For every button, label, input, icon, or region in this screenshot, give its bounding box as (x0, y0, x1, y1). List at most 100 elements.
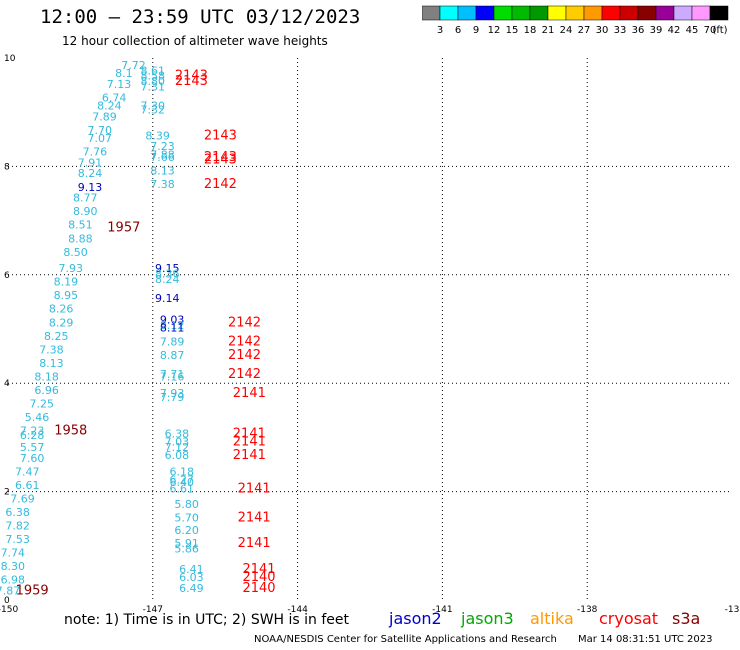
swh-label: 6.38 (165, 427, 190, 440)
swh-label: 5.86 (174, 542, 199, 555)
swh-label: 7.69 (10, 492, 35, 505)
swh-label: 7.82 (5, 520, 30, 533)
swh-label: 8.13 (39, 357, 64, 370)
pass-time-label: 1958 (54, 424, 87, 439)
x-tick-label: -147 (143, 605, 163, 615)
swh-label: 5.80 (174, 498, 199, 511)
swh-label: 7.71 (160, 368, 185, 381)
pass-time-label: 2142 (228, 334, 261, 349)
pass-time-label: 2141 (238, 510, 271, 525)
swh-label: 7.79 (160, 391, 185, 404)
pass-time-label: 2140 (242, 570, 275, 585)
pass-time-label: 2141 (233, 435, 266, 450)
swh-label: 8.50 (63, 246, 88, 259)
swh-label: 7.89 (160, 335, 185, 348)
swh-label: 7.16 (160, 370, 185, 383)
colorbar-label: 24 (560, 25, 573, 36)
swh-label: 6.96 (34, 384, 59, 397)
swh-label: 8.24 (97, 99, 122, 112)
swh-label: 7.66 (150, 151, 175, 164)
swh-label: 5.70 (174, 511, 199, 524)
swh-label: 7.23 (20, 425, 45, 438)
swh-label: 8.77 (73, 192, 98, 205)
swh-label: 7.88 (150, 148, 175, 161)
pass-time-label: 2143 (204, 128, 237, 143)
swh-label: 8.95 (54, 289, 79, 302)
colorbar-label: 30 (596, 25, 609, 36)
swh-label: 7.89 (92, 110, 117, 123)
pass-time-label: 2142 (228, 367, 261, 382)
swh-label: 8.1 (115, 67, 133, 80)
swh-label: 8.30 (1, 560, 26, 573)
y-tick-label: 4 (4, 379, 10, 389)
swh-label: 7.38 (150, 178, 175, 191)
legend-altika: altika (530, 609, 574, 628)
colorbar-unit: (ft) (712, 25, 727, 36)
swh-label: 7.47 (15, 465, 40, 478)
swh-label: 7.74 (1, 547, 26, 560)
swh-label: 6.40 (170, 476, 195, 489)
colorbar-label: 18 (524, 25, 537, 36)
swh-label: 8.19 (54, 276, 79, 289)
note-text: note: 1) Time is in UTC; 2) SWH is in fe… (64, 612, 350, 628)
pass-time-label: 2141 (233, 448, 266, 463)
colorbar-label: 70 (704, 25, 717, 36)
colorbar-label: 12 (488, 25, 501, 36)
swh-label: 7.30 (141, 99, 166, 112)
colorbar-label: 42 (668, 25, 681, 36)
swh-label: 7.76 (83, 146, 108, 159)
swh-label: 8.18 (34, 370, 59, 383)
swh-label: 7.72 (121, 59, 146, 72)
colorbar-label: 15 (506, 25, 519, 36)
swh-label: 7.25 (30, 398, 55, 411)
swh-label: 8.58 (141, 70, 166, 83)
swh-label: 7.93 (58, 262, 83, 275)
swh-label: 9.15 (155, 262, 180, 275)
footer-timestamp: Mar 14 08:31:51 UTC 2023 (578, 634, 713, 645)
pass-time-label: 2141 (238, 482, 271, 497)
swh-label: 7.32 (141, 103, 166, 116)
swh-label: 8.24 (78, 167, 103, 180)
swh-label: 8.61 (141, 64, 166, 77)
swh-label: 8.90 (73, 205, 98, 218)
colorbar-label: 21 (542, 25, 555, 36)
swh-label: 8.29 (49, 316, 74, 329)
colorbar-label: 39 (650, 25, 663, 36)
swh-label: 6.20 (174, 524, 199, 537)
swh-label: 6.74 (102, 91, 127, 104)
swh-label: 8.24 (155, 273, 180, 286)
swh-label: 7.53 (5, 533, 30, 546)
pass-time-label: 2142 (228, 315, 261, 330)
swh-label: 7.23 (150, 140, 175, 153)
pass-time-label: 2141 (233, 386, 266, 401)
legend-s3a: s3a (672, 609, 701, 628)
swh-label: 6.98 (1, 574, 26, 587)
swh-label: 8.26 (49, 303, 74, 316)
swh-label: 8.25 (44, 330, 69, 343)
swh-label: 8.11 (160, 322, 185, 335)
swh-label: 7.38 (39, 343, 64, 356)
swh-label: 7.87 (0, 585, 20, 598)
pass-time-label: 2143 (204, 153, 237, 168)
colorbar-label: 36 (632, 25, 645, 36)
swh-label: 7.07 (87, 132, 112, 145)
swh-label: 6.49 (179, 582, 204, 595)
x-tick-label: -138 (577, 605, 598, 615)
colorbar-swatch (709, 5, 729, 21)
legend-jason2: jason2 (389, 609, 442, 628)
pass-time-label: 2143 (175, 74, 208, 89)
swh-label: 9.14 (155, 292, 180, 305)
x-tick-label: -144 (287, 605, 308, 615)
swh-label: 6.08 (165, 449, 190, 462)
swh-label: 8.88 (68, 232, 93, 245)
swh-label: 6.27 (170, 473, 195, 486)
x-tick-label: -13 (725, 605, 740, 615)
colorbar: 3 6 9 12 15 18 21 24 27 30 33 36 39 42 45 70(ft) (422, 5, 729, 36)
swh-label: 9.03 (160, 314, 185, 327)
swh-label: 8.13 (150, 165, 175, 178)
x-tick-label: -150 (0, 605, 18, 615)
colorbar-label: 3 (437, 25, 443, 36)
pass-time-label: 2142 (228, 348, 261, 363)
